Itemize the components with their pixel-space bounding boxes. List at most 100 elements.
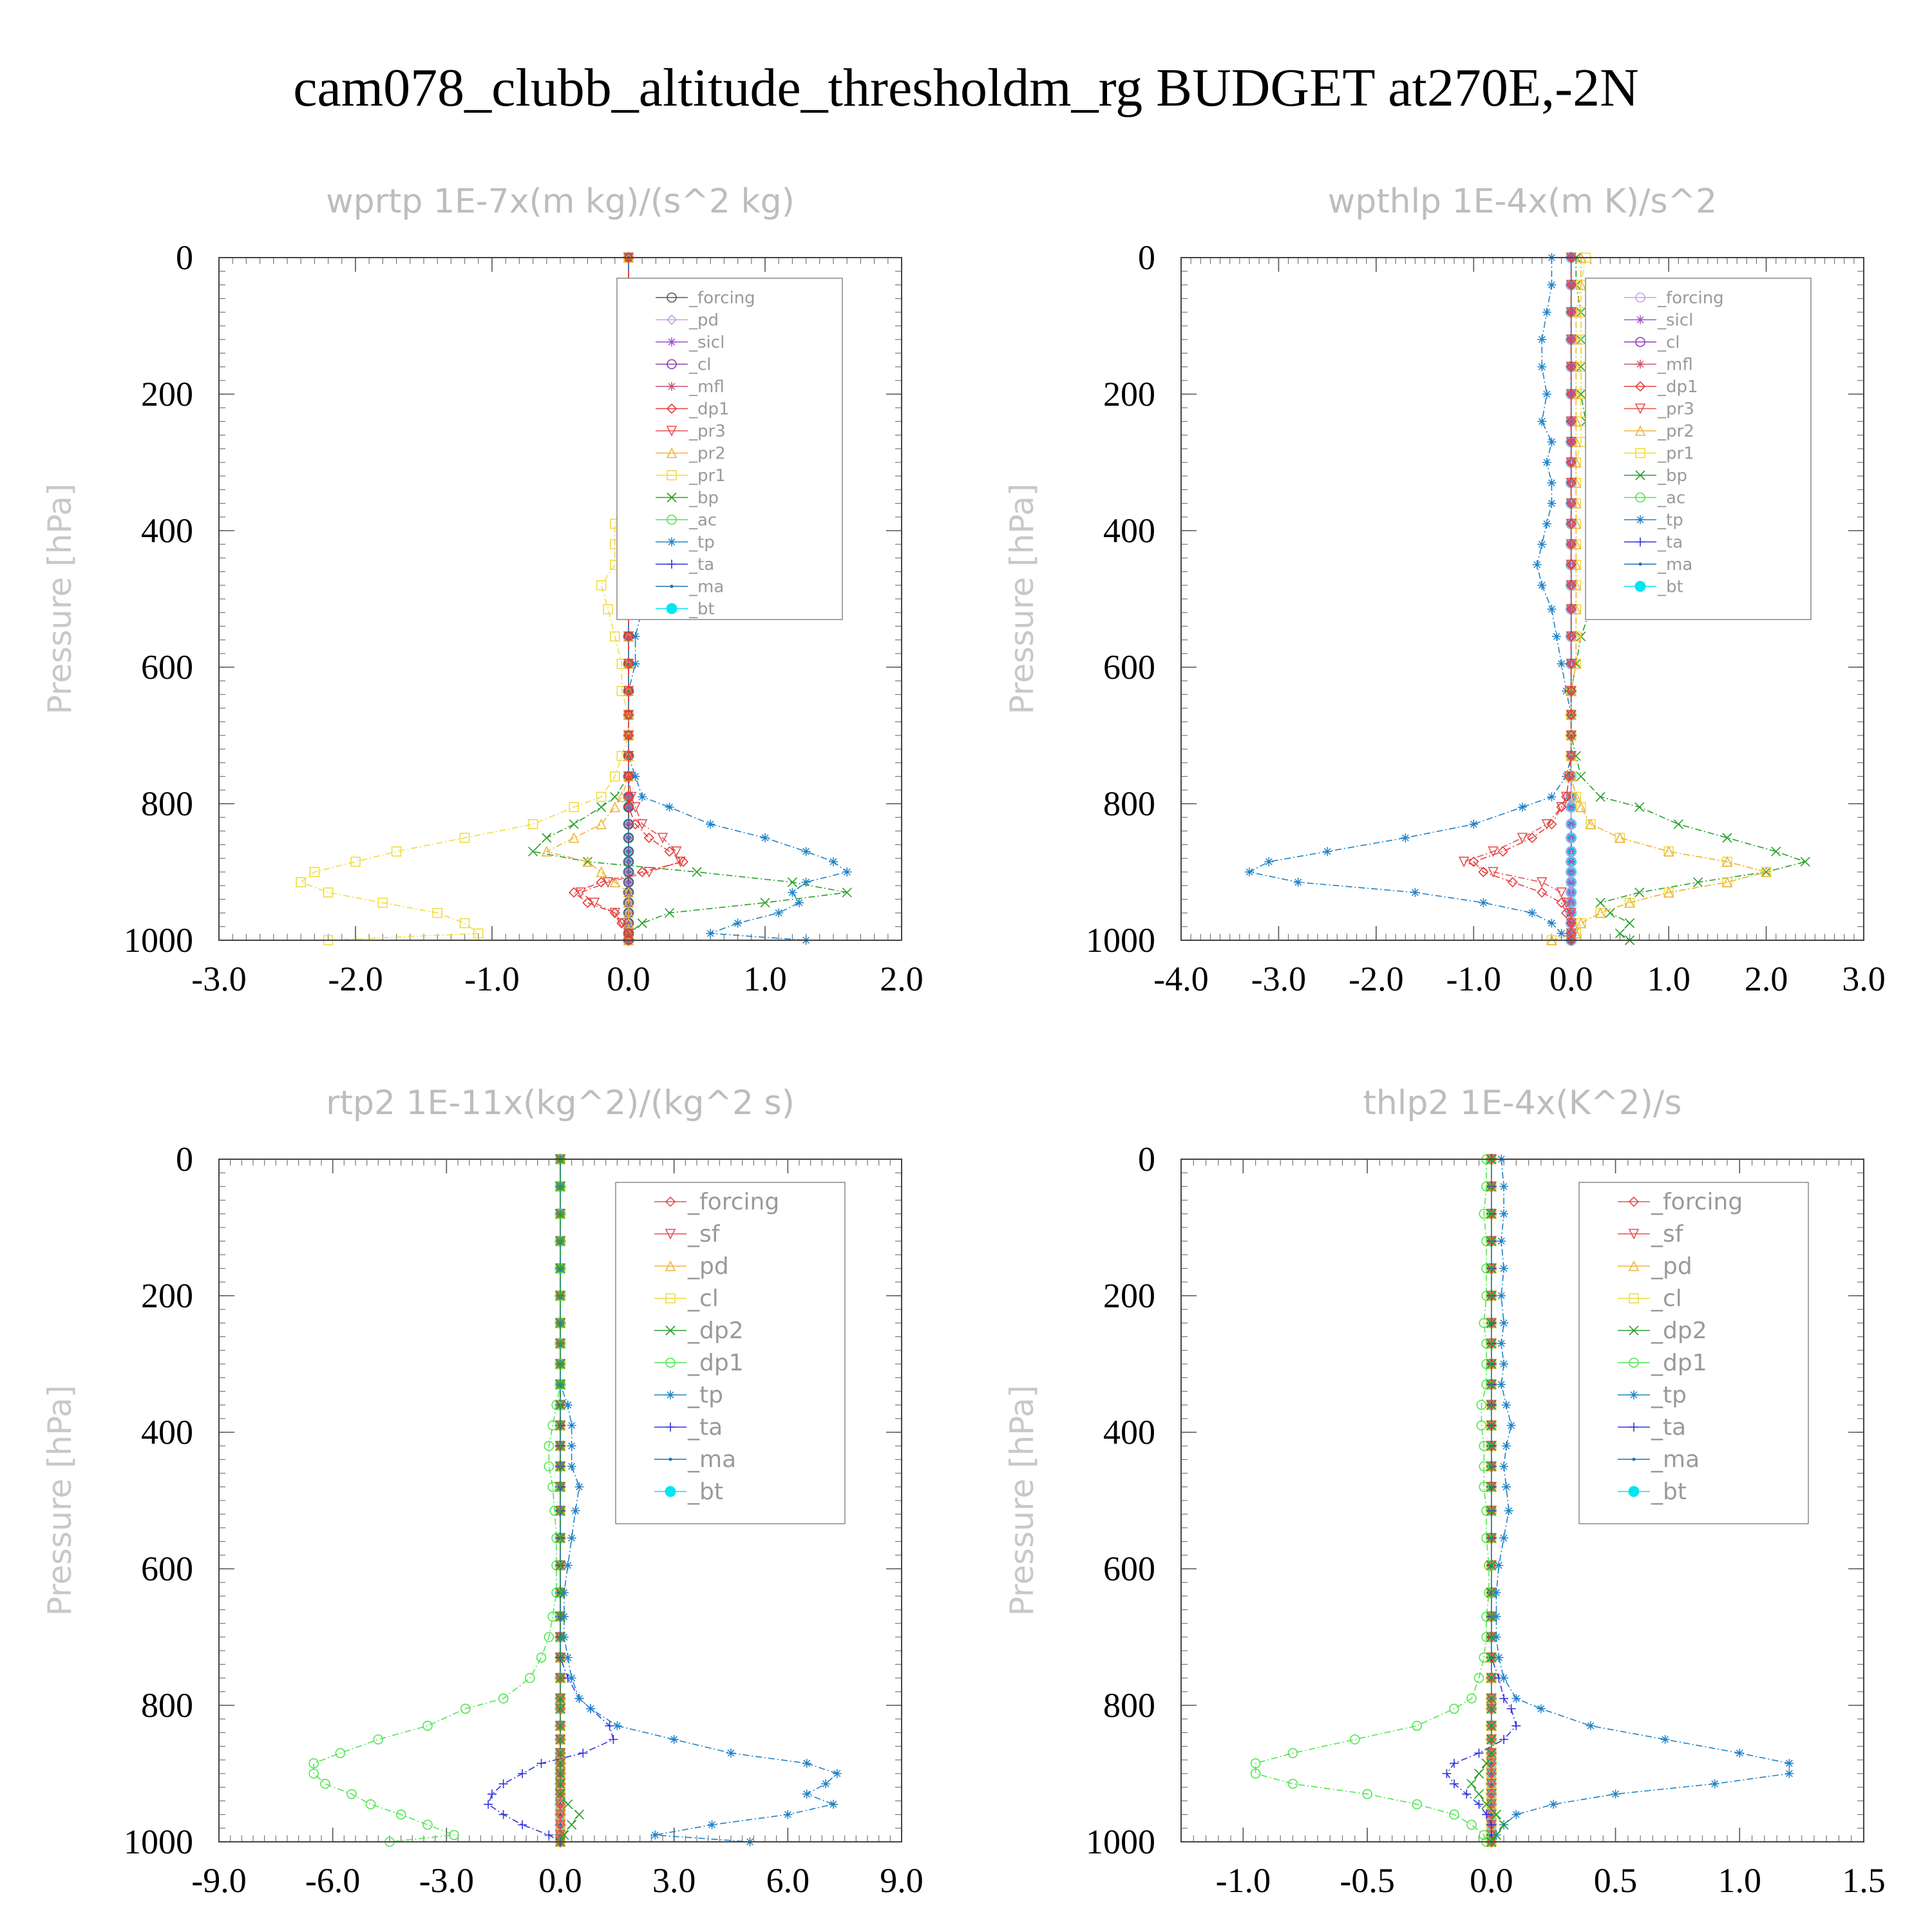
- data-point: [559, 1588, 569, 1598]
- legend-marker: [667, 382, 676, 391]
- data-point: [1511, 1694, 1521, 1703]
- series-line: [1255, 1159, 1490, 1842]
- legend-item: _dp1: [1618, 1350, 1707, 1376]
- legend-label: _pr3: [1657, 400, 1694, 419]
- chart-panel-2: wpthlp 1E-4x(m K)/s^2 Pressure [hPa] -4.0 -…: [1003, 182, 1886, 998]
- legend-marker: [1636, 315, 1645, 325]
- data-point: [1556, 887, 1567, 898]
- legend-label: _bt: [688, 600, 715, 619]
- legend-item: _sicl: [656, 333, 724, 352]
- y-tick-label: 200: [1103, 1276, 1155, 1315]
- data-point: [555, 1721, 565, 1731]
- data-point: [555, 1420, 565, 1430]
- data-point: [630, 819, 641, 829]
- data-point: [1566, 934, 1577, 946]
- data-point: [320, 1779, 330, 1789]
- legend-label: _dp2: [687, 1318, 744, 1344]
- data-point: [1501, 1441, 1511, 1451]
- data-point: [1561, 907, 1572, 918]
- data-point: [1576, 362, 1586, 372]
- x-tick-label: -4.0: [1153, 960, 1208, 998]
- data-point: [1486, 1693, 1497, 1703]
- data-point: [1293, 877, 1303, 887]
- data-point: [554, 1778, 566, 1790]
- data-point: [555, 1703, 565, 1714]
- data-point: [1494, 1653, 1504, 1662]
- series-group: [1250, 1153, 1794, 1848]
- legend-item: _cl: [656, 355, 712, 375]
- data-point: [1474, 1799, 1484, 1809]
- data-point: [1486, 1748, 1497, 1758]
- data-point: [559, 1830, 569, 1840]
- data-point: [498, 1693, 509, 1704]
- legend-marker: [665, 1325, 676, 1336]
- data-point: [1532, 560, 1542, 569]
- data-point: [1488, 846, 1499, 857]
- data-point: [536, 1759, 546, 1768]
- data-point: [1536, 1704, 1546, 1714]
- data-point: [1547, 280, 1557, 290]
- data-point: [1547, 437, 1557, 447]
- y-axis-label: Pressure [hPa]: [1003, 484, 1041, 715]
- data-point: [643, 867, 655, 878]
- data-point: [1566, 603, 1577, 615]
- data-point: [460, 1703, 471, 1714]
- data-point: [1615, 832, 1625, 843]
- legend-marker: [665, 1486, 676, 1497]
- legend-label: _mfl: [688, 377, 724, 397]
- legend-item: _bt: [1618, 1479, 1687, 1505]
- data-point: [1566, 518, 1577, 529]
- data-point: [568, 832, 580, 843]
- data-point: [473, 928, 484, 939]
- x-tick-label: 0.5: [1594, 1861, 1638, 1900]
- data-point: [525, 1672, 535, 1683]
- data-point: [395, 1809, 406, 1820]
- x-tick-label: -1.0: [1446, 960, 1501, 998]
- axis-ticks: [1180, 1159, 1864, 1842]
- data-point: [1449, 1703, 1459, 1714]
- data-point: [555, 1318, 565, 1328]
- data-point: [1499, 1359, 1509, 1368]
- data-point: [1497, 1236, 1506, 1246]
- data-point: [1499, 1673, 1509, 1683]
- data-point: [774, 908, 784, 918]
- legend-item: _forcing: [656, 289, 755, 308]
- data-point: [1595, 907, 1606, 918]
- legend-box: [615, 1182, 846, 1524]
- legend-label: _cl: [1651, 1285, 1682, 1312]
- data-point: [1486, 1703, 1497, 1714]
- data-point: [1605, 908, 1615, 918]
- x-tick-label: -6.0: [305, 1861, 360, 1900]
- legend-item: _tp: [654, 1382, 723, 1408]
- legend-label: _bt: [1657, 578, 1683, 597]
- data-point: [1499, 1533, 1509, 1543]
- y-tick-label: 600: [1103, 648, 1155, 687]
- data-point: [1486, 1560, 1497, 1571]
- data-point: [692, 867, 702, 877]
- data-point: [1575, 279, 1587, 290]
- data-point: [555, 1338, 565, 1349]
- data-point: [544, 1632, 554, 1642]
- x-tick-label: 1.0: [1718, 1861, 1762, 1900]
- panel-title: wpthlp 1E-4x(m K)/s^2: [1328, 182, 1718, 221]
- data-point: [801, 847, 811, 857]
- data-point: [623, 771, 634, 782]
- data-point: [373, 1734, 384, 1745]
- legend-label: _sicl: [1657, 311, 1693, 330]
- data-point: [1481, 1758, 1492, 1768]
- data-point: [1412, 1799, 1422, 1810]
- x-tick-label: -3.0: [191, 960, 246, 998]
- chart-panel-3: rtp2 1E-11x(kg^2)/(kg^2 s) Pressure [hPa]…: [41, 1084, 923, 1900]
- x-tick-label: 3.0: [1842, 960, 1886, 998]
- data-point: [1537, 417, 1547, 426]
- data-point: [1547, 792, 1557, 802]
- data-point: [544, 1441, 554, 1451]
- data-point: [1486, 1788, 1497, 1799]
- legend-marker: [667, 337, 676, 346]
- legend-item: _tp: [1624, 511, 1683, 530]
- data-point: [1486, 1359, 1497, 1369]
- legend-item: _sf: [654, 1221, 721, 1247]
- x-tick-label: 2.0: [1745, 960, 1788, 998]
- data-point: [623, 685, 634, 697]
- data-point: [1634, 802, 1645, 812]
